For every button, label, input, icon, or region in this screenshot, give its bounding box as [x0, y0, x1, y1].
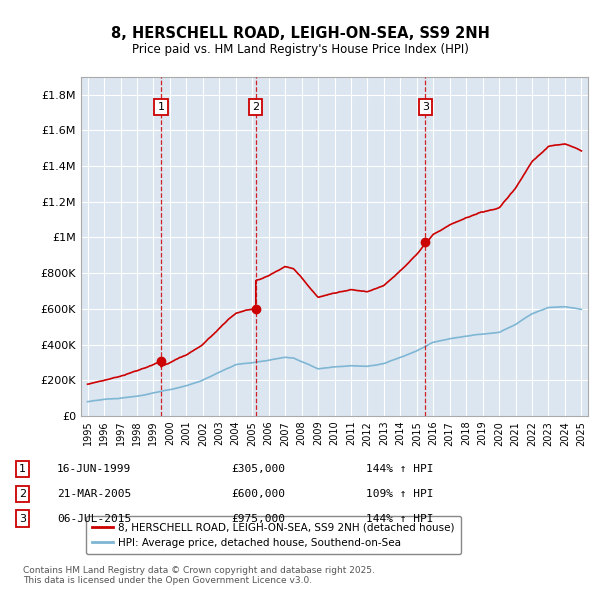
Text: 109% ↑ HPI: 109% ↑ HPI: [366, 489, 433, 499]
Text: 1: 1: [158, 102, 164, 112]
Text: 8, HERSCHELL ROAD, LEIGH-ON-SEA, SS9 2NH: 8, HERSCHELL ROAD, LEIGH-ON-SEA, SS9 2NH: [110, 25, 490, 41]
Legend: 8, HERSCHELL ROAD, LEIGH-ON-SEA, SS9 2NH (detached house), HPI: Average price, d: 8, HERSCHELL ROAD, LEIGH-ON-SEA, SS9 2NH…: [86, 516, 461, 554]
Text: Contains HM Land Registry data © Crown copyright and database right 2025.
This d: Contains HM Land Registry data © Crown c…: [23, 566, 374, 585]
Text: 1: 1: [19, 464, 26, 474]
Text: 144% ↑ HPI: 144% ↑ HPI: [366, 514, 433, 523]
Text: £600,000: £600,000: [231, 489, 285, 499]
Text: 144% ↑ HPI: 144% ↑ HPI: [366, 464, 433, 474]
Text: 16-JUN-1999: 16-JUN-1999: [57, 464, 131, 474]
Text: 06-JUL-2015: 06-JUL-2015: [57, 514, 131, 523]
Text: 2: 2: [252, 102, 259, 112]
Text: 2: 2: [19, 489, 26, 499]
Text: 21-MAR-2005: 21-MAR-2005: [57, 489, 131, 499]
Text: 3: 3: [422, 102, 429, 112]
Text: £305,000: £305,000: [231, 464, 285, 474]
Text: Price paid vs. HM Land Registry's House Price Index (HPI): Price paid vs. HM Land Registry's House …: [131, 43, 469, 56]
Text: 3: 3: [19, 514, 26, 523]
Text: £975,000: £975,000: [231, 514, 285, 523]
